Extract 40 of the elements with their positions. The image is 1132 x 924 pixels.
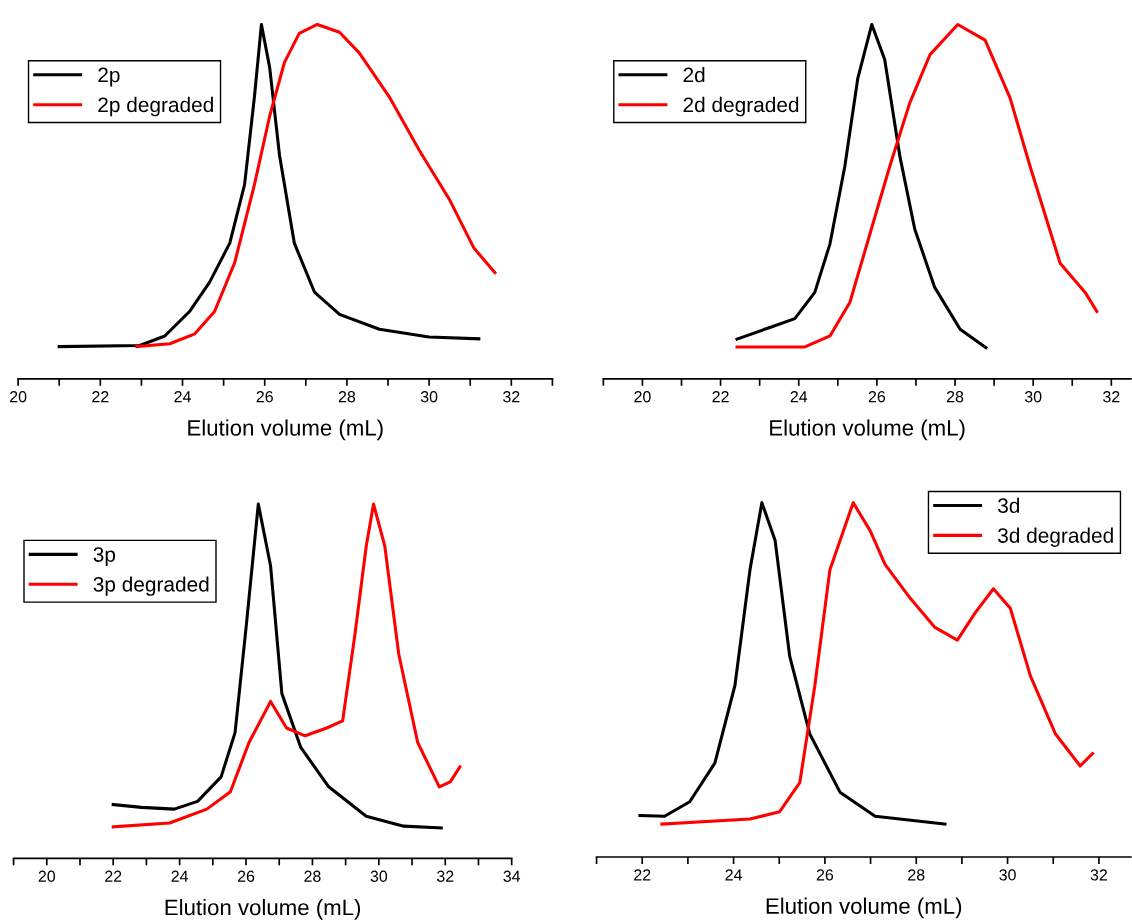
legend-label: 2p degraded xyxy=(98,96,213,117)
x-tick-label: 26 xyxy=(237,870,255,882)
x-tick-label: 20 xyxy=(10,391,27,403)
x-tick-label: 28 xyxy=(304,870,321,882)
x-tick-label: 34 xyxy=(503,870,521,882)
x-tick-label: 22 xyxy=(105,870,122,882)
x-axis-title: Elution volume (mL) xyxy=(165,898,361,920)
x-axis-title: Elution volume (mL) xyxy=(770,419,965,441)
legend-label: 3d xyxy=(998,497,1020,514)
x-tick-label: 32 xyxy=(1090,869,1107,881)
x-tick-label: 30 xyxy=(1024,391,1042,403)
x-axis-title: Elution volume (mL) xyxy=(188,419,383,441)
legend-label: 2p xyxy=(98,67,120,87)
legend-label: 2d degraded xyxy=(683,96,799,117)
x-tick-label: 22 xyxy=(92,391,109,403)
x-tick-label: 26 xyxy=(816,869,834,881)
legend-label: 3d degraded xyxy=(998,527,1113,548)
legend-label: 3p xyxy=(93,547,116,566)
x-tick-label: 22 xyxy=(712,391,729,403)
x-tick-label: 32 xyxy=(1103,391,1120,403)
x-tick-label: 24 xyxy=(174,391,191,403)
x-tick-label: 28 xyxy=(908,869,925,881)
x-tick-label: 22 xyxy=(634,869,651,881)
x-tick-label: 32 xyxy=(436,870,454,882)
x-tick-label: 28 xyxy=(946,391,964,403)
x-tick-label: 24 xyxy=(171,870,189,882)
x-tick-label: 20 xyxy=(38,870,56,882)
x-tick-label: 24 xyxy=(725,869,742,881)
legend-label: 2d xyxy=(683,67,705,83)
x-axis-title: Elution volume (mL) xyxy=(766,897,962,919)
x-tick-label: 26 xyxy=(868,391,886,403)
x-tick-label: 30 xyxy=(370,870,388,882)
x-tick-label: 26 xyxy=(256,391,273,403)
x-tick-label: 30 xyxy=(420,391,438,403)
legend-label: 3p degraded xyxy=(93,576,209,596)
x-tick-label: 28 xyxy=(338,391,356,403)
x-tick-label: 20 xyxy=(634,391,651,403)
x-tick-label: 32 xyxy=(503,391,520,403)
x-tick-label: 24 xyxy=(790,391,808,403)
x-tick-label: 30 xyxy=(999,869,1016,881)
